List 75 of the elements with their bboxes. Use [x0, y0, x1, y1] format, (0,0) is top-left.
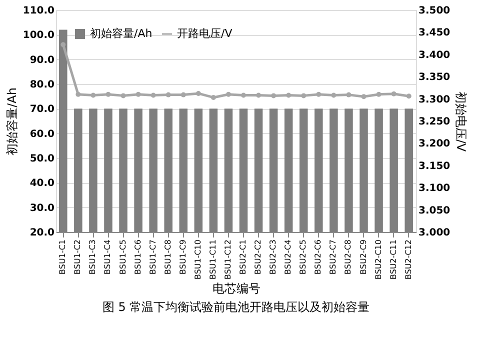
point [60, 42, 66, 48]
point [376, 92, 382, 97]
y2-tick-label: 3.300 [418, 94, 450, 106]
x-tick-label: BSU2-C3 [268, 240, 278, 274]
point [271, 93, 276, 98]
y-tick-label: 70.0 [30, 104, 55, 116]
x-tick-label: BSU2-C1 [238, 240, 248, 274]
point [166, 92, 171, 98]
point [406, 94, 412, 99]
y-tick-label: 80.0 [30, 80, 55, 90]
y2-tick-label: 3.450 [418, 28, 450, 39]
point [90, 92, 96, 98]
x-tick-label: BSU1-C6 [133, 240, 142, 274]
x-tick-label: BSU1-C11 [208, 240, 218, 280]
y-tick-label: 40.0 [30, 178, 55, 190]
x-tick-label: BSU1-C2 [73, 240, 82, 274]
y-tick-label: 60.0 [30, 128, 55, 140]
point [210, 94, 216, 100]
point [76, 92, 81, 97]
point [256, 92, 262, 98]
y-axis-title: 初始容量/Ah [4, 88, 19, 156]
x-tick-label: BSU1-C7 [148, 240, 158, 274]
point [286, 92, 292, 98]
x-tick-label: BSU1-C4 [103, 240, 112, 274]
point [346, 92, 352, 98]
point [120, 93, 126, 98]
x-tick-label: BSU2-C10 [374, 240, 383, 280]
point [316, 92, 322, 97]
y2-tick-label: 3.150 [418, 160, 450, 172]
x-tick-label: BSU2-C2 [254, 240, 263, 274]
y2-tick-label: 3.100 [418, 183, 450, 194]
point [106, 92, 111, 97]
x-tick-label: BSU2-C6 [314, 240, 323, 274]
y-tick-label: 30.0 [30, 202, 55, 214]
point [180, 92, 186, 98]
point [331, 92, 336, 98]
x-tick-label: BSU1-C5 [118, 240, 128, 274]
x-tick-label: BSU2-C4 [284, 240, 293, 274]
x-axis-title: 电芯编号 [212, 282, 260, 296]
x-tick-label: BSU1-C9 [178, 240, 188, 274]
y2-tick-label: 3.250 [418, 116, 450, 128]
y2-tick-label: 3.400 [418, 50, 450, 61]
point [241, 92, 246, 98]
y2-tick-label: 3.350 [418, 72, 450, 84]
x-tick-label: BSU2-C11 [388, 240, 398, 280]
point [150, 92, 156, 98]
x-tick-label: BSU2-C9 [358, 240, 368, 274]
y-tick-label: 90.0 [30, 54, 55, 66]
text: 图 5 常温下均衡试验前电池开路电压以及初始容量 [102, 300, 370, 314]
legend-label: 开路电压/V [177, 27, 233, 40]
y-tick-label: 20.0 [30, 228, 55, 238]
y2-tick-label: 3.200 [418, 138, 450, 150]
x-tick-label: BSU2-C12 [404, 240, 413, 280]
x-tick-label: BSU2-C7 [328, 240, 338, 274]
point [196, 90, 201, 96]
y-tick-label: 110.0 [22, 6, 55, 16]
x-tick-label: BSU1-C8 [163, 240, 172, 274]
y2-tick-label: 3.500 [418, 6, 450, 16]
x-tick-label: BSU1-C10 [193, 240, 202, 280]
y2-tick-label: 3.000 [418, 228, 450, 238]
y2-tick-label: 3.050 [418, 205, 450, 216]
x-tick-label: BSU2-C8 [344, 240, 353, 274]
legend-label: 初始容量/Ah [90, 27, 152, 40]
x-tick-label: BSU1-C12 [223, 240, 232, 280]
y-tick-label: 50.0 [30, 154, 55, 164]
point [136, 92, 141, 97]
x-tick-label: BSU1-C1 [58, 240, 68, 274]
point [391, 91, 396, 96]
x-tick-label: BSU1-C3 [88, 240, 98, 274]
point [361, 94, 366, 100]
y-tick-label: 100.0 [22, 30, 55, 42]
point [301, 93, 306, 98]
y2-axis-title: 初始电压/V [454, 91, 468, 152]
point [226, 92, 231, 97]
x-tick-label: BSU2-C5 [298, 240, 308, 274]
